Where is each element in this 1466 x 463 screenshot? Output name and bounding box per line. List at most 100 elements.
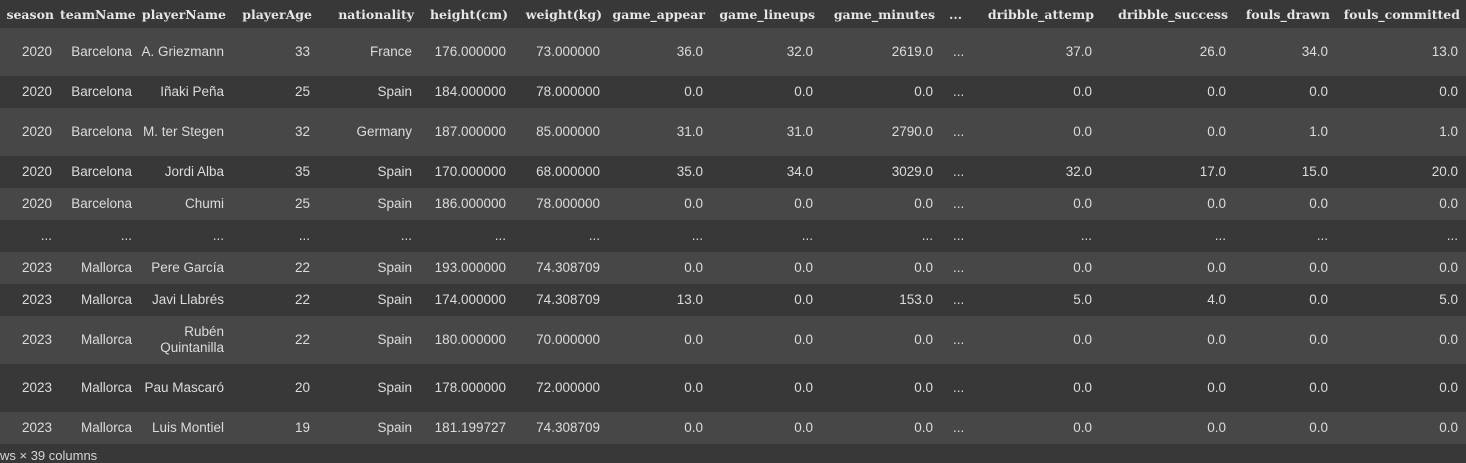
table-cell: 2023 xyxy=(21,380,52,395)
table-cell: 0.0 xyxy=(1073,260,1092,275)
table-cell: Spain xyxy=(377,260,412,275)
table-cell: ... xyxy=(1080,228,1092,243)
table-cell: 74.308709 xyxy=(536,420,600,435)
table-cell: 25 xyxy=(294,196,310,211)
table-cell: 32.0 xyxy=(1065,164,1092,179)
table-cell: 0.0 xyxy=(794,84,813,99)
table-cell: 37.0 xyxy=(1065,44,1092,59)
table-row: 2023 Mallorca Pere García 22 Spain 193.000000… xyxy=(0,252,1466,284)
table-cell: ... xyxy=(921,228,933,243)
table-cell: 25 xyxy=(294,84,310,99)
table-cell: 22 xyxy=(294,292,310,307)
table-cell: ... xyxy=(120,228,132,243)
table-cell: 178.000000 xyxy=(434,380,506,395)
table-cell: ... xyxy=(212,228,224,243)
table-cell: 78.000000 xyxy=(536,196,600,211)
table-cell: 35 xyxy=(294,164,310,179)
table-cell: Spain xyxy=(377,380,412,395)
table-cell: ... xyxy=(588,228,600,243)
table-cell: ... xyxy=(953,260,965,275)
column-header: fouls_committed xyxy=(1336,0,1466,28)
table-cell: ... xyxy=(691,228,703,243)
table-cell: 0.0 xyxy=(914,260,933,275)
table-cell: Barcelona xyxy=(71,124,132,139)
table-cell: 32 xyxy=(294,124,310,139)
table-cell: 0.0 xyxy=(1073,380,1092,395)
table-cell: ... xyxy=(953,332,965,347)
table-cell: ... xyxy=(953,124,965,139)
column-header: game_appear xyxy=(608,0,711,28)
table-cell: 13.0 xyxy=(676,292,703,307)
table-cell: 0.0 xyxy=(1309,332,1328,347)
table-cell: 0.0 xyxy=(1439,84,1458,99)
column-header: dribble_success xyxy=(1100,0,1234,28)
table-cell: 0.0 xyxy=(1309,380,1328,395)
table-cell: 2020 xyxy=(21,84,52,99)
table-cell: 2020 xyxy=(21,196,52,211)
table-cell: 2023 xyxy=(21,420,52,435)
table-cell: Spain xyxy=(377,164,412,179)
table-cell: 72.000000 xyxy=(536,380,600,395)
table-cell: Mallorca xyxy=(80,420,132,435)
table-cell: 2020 xyxy=(21,44,52,59)
table-cell: 0.0 xyxy=(794,420,813,435)
table-cell: ... xyxy=(953,228,965,243)
table-cell: 31.0 xyxy=(786,124,813,139)
table-row: 2023 Mallorca Rubén Quintanilla 22 Spain 180.… xyxy=(0,316,1466,364)
column-header: game_minutes xyxy=(821,0,941,28)
table-cell: 2023 xyxy=(21,292,52,307)
table-cell: ... xyxy=(400,228,412,243)
table-cell: Mallorca xyxy=(80,380,132,395)
table-cell: ... xyxy=(298,228,310,243)
table-cell: 2020 xyxy=(21,124,52,139)
table-cell: 0.0 xyxy=(684,380,703,395)
table-cell: 15.0 xyxy=(1301,164,1328,179)
table-cell: ... xyxy=(1446,228,1458,243)
table-cell: 22 xyxy=(294,260,310,275)
table-cell: 0.0 xyxy=(1207,380,1226,395)
table-cell: 19 xyxy=(294,420,310,435)
table-cell: 73.000000 xyxy=(536,44,600,59)
table-cell: ... xyxy=(40,228,52,243)
table-cell: Spain xyxy=(377,196,412,211)
table-cell: Mallorca xyxy=(80,292,132,307)
table-row: ........................................… xyxy=(0,220,1466,252)
table-row: 2020 Barcelona Jordi Alba 35 Spain 170.000000… xyxy=(0,156,1466,188)
table-cell: 85.000000 xyxy=(536,124,600,139)
header-row: season teamName playerName playerAge nationa… xyxy=(0,0,1466,28)
table-cell: 0.0 xyxy=(914,84,933,99)
table-cell: 0.0 xyxy=(794,196,813,211)
table-cell: 0.0 xyxy=(1207,260,1226,275)
table-cell: 2023 xyxy=(21,260,52,275)
table-cell: 0.0 xyxy=(914,332,933,347)
table-cell: Barcelona xyxy=(71,196,132,211)
table-header: season teamName playerName playerAge nationa… xyxy=(0,0,1466,28)
table-cell: Chumi xyxy=(184,196,224,211)
table-cell: 0.0 xyxy=(684,332,703,347)
column-header: ... xyxy=(941,0,977,28)
table-cell: 0.0 xyxy=(1073,420,1092,435)
table-cell: 0.0 xyxy=(684,84,703,99)
table-cell: 0.0 xyxy=(1309,420,1328,435)
column-header: playerName xyxy=(140,0,232,28)
table-cell: 2023 xyxy=(21,332,52,347)
table-cell: Pere García xyxy=(151,260,224,275)
column-header: dribble_attemp xyxy=(977,0,1100,28)
table-cell: 187.000000 xyxy=(434,124,506,139)
dataframe-table: season teamName playerName playerAge nationa… xyxy=(0,0,1466,444)
table-cell: Rubén Quintanilla xyxy=(160,324,224,355)
table-row: 2020 Barcelona Iñaki Peña 25 Spain 184.000000… xyxy=(0,76,1466,108)
table-cell: 181.199727 xyxy=(434,420,506,435)
table-cell: 0.0 xyxy=(684,196,703,211)
column-header: season xyxy=(0,0,60,28)
table-cell: 0.0 xyxy=(684,420,703,435)
table-cell: Javi Llabrés xyxy=(151,292,224,307)
table-cell: 174.000000 xyxy=(434,292,506,307)
column-header: teamName xyxy=(60,0,140,28)
column-header: nationality xyxy=(318,0,420,28)
table-cell: 13.0 xyxy=(1431,44,1458,59)
table-cell: 0.0 xyxy=(1309,196,1328,211)
table-cell: 0.0 xyxy=(794,292,813,307)
table-row: 2023 Mallorca Luis Montiel 19 Spain 181.19972… xyxy=(0,412,1466,444)
column-header: game_lineups xyxy=(711,0,821,28)
